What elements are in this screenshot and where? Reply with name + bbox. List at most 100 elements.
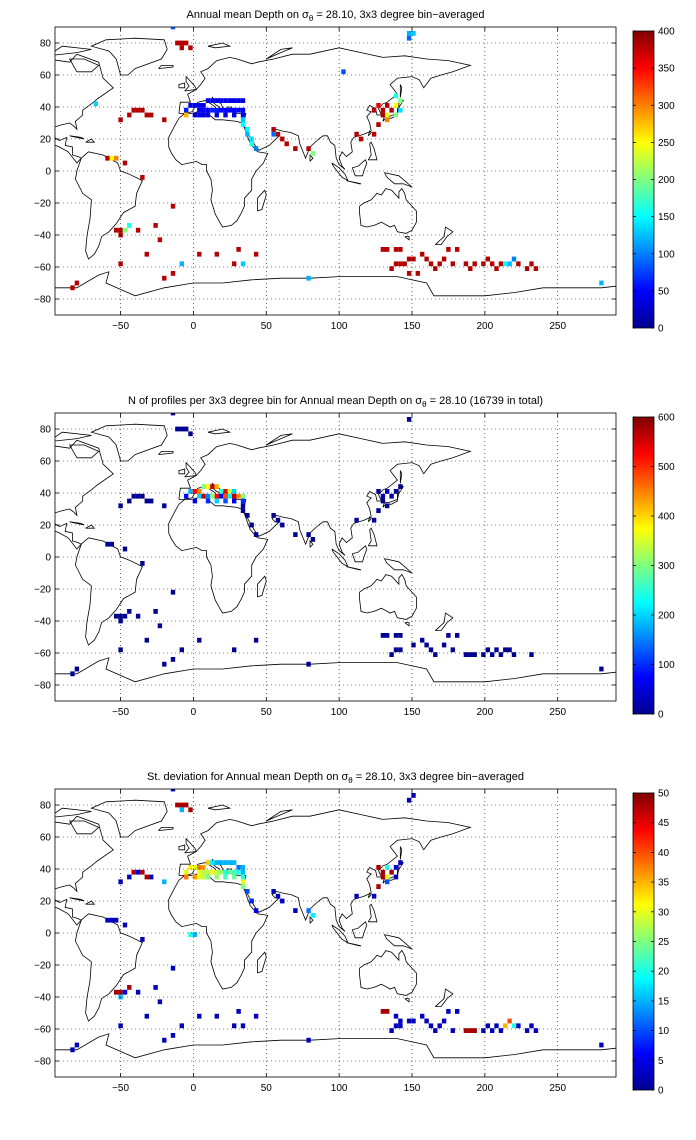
bin-cell	[245, 131, 250, 137]
colorbar-tick-label: 30	[658, 907, 670, 918]
bin-cell	[411, 793, 416, 798]
bin-cell	[385, 633, 390, 638]
bin-cell	[144, 112, 149, 118]
y-tick-label: 60	[40, 833, 52, 844]
bin-cell	[306, 532, 311, 537]
coastline	[55, 45, 92, 56]
coastline	[55, 431, 92, 442]
bin-cell	[411, 1018, 416, 1024]
bin-cell	[380, 107, 386, 113]
coastline	[55, 657, 616, 683]
colorbar	[632, 792, 655, 1091]
bin-cell	[227, 860, 233, 865]
colorbar-tick-label: 50	[658, 789, 670, 800]
coastline	[68, 58, 100, 73]
bin-cell	[284, 141, 289, 147]
bin-cell	[240, 261, 246, 267]
bin-cell	[245, 513, 250, 518]
bin-cell	[149, 112, 154, 118]
coastline	[90, 37, 168, 76]
bin-cell	[144, 1013, 149, 1019]
bin-cell	[245, 889, 250, 894]
bin-cell	[253, 146, 259, 151]
bin-cell	[485, 647, 490, 653]
panel-title: N of profiles per 3x3 degree bin for Ann…	[128, 395, 543, 409]
colorbar-tick-label: 400	[658, 512, 675, 523]
bin-cell	[170, 271, 176, 276]
bin-cell	[424, 642, 429, 648]
bin-cell	[498, 261, 504, 267]
bin-cell	[385, 865, 390, 870]
bin-cell	[114, 989, 119, 995]
bin-cell	[197, 489, 202, 494]
bin-cell	[201, 865, 206, 870]
coastline	[257, 951, 267, 974]
bin-cell	[389, 652, 394, 657]
x-tick-label: 100	[331, 707, 348, 718]
bin-cell	[197, 112, 202, 118]
map-panel-2: N of profiles per 3x3 degree bin for Ann…	[34, 395, 675, 721]
bin-cell	[179, 45, 184, 51]
bin-cell	[275, 517, 281, 523]
bin-cell	[205, 493, 211, 499]
x-tick-label: −50	[112, 1083, 129, 1094]
x-tick-label: 0	[191, 707, 197, 718]
bin-cell	[503, 1023, 508, 1029]
bin-cell	[433, 652, 438, 657]
colorbar-tick-label: 10	[658, 1026, 670, 1037]
bin-cell	[197, 493, 202, 499]
bin-cell	[175, 40, 180, 46]
bin-cell	[393, 261, 399, 267]
bin-cell	[118, 227, 123, 233]
bin-cell	[205, 112, 211, 118]
bin-cell	[170, 789, 176, 792]
bin-cell	[433, 266, 438, 271]
bin-cell	[122, 613, 128, 619]
bin-cell	[122, 227, 128, 233]
coastline	[207, 428, 232, 435]
y-tick-label: −60	[34, 1025, 51, 1036]
y-tick-label: −20	[34, 961, 51, 972]
bin-cell	[197, 869, 202, 875]
bin-cell	[240, 498, 246, 504]
bin-cell	[223, 869, 228, 875]
bin-cell	[144, 874, 149, 880]
bin-cell	[455, 247, 460, 252]
bin-cell	[271, 513, 276, 518]
bin-cell	[599, 280, 604, 286]
coastline	[55, 271, 616, 297]
bin-cell	[149, 874, 154, 880]
bin-cell	[271, 131, 276, 137]
bin-cell	[135, 613, 141, 619]
y-tick-label: 20	[40, 897, 52, 908]
coastline	[158, 827, 174, 831]
bin-cell	[481, 1028, 486, 1033]
bin-cell	[420, 251, 425, 257]
y-tick-label: 80	[40, 425, 52, 436]
y-tick-label: −60	[34, 263, 51, 274]
bin-cell	[227, 107, 233, 113]
bin-cell	[463, 261, 469, 267]
bin-cell	[498, 1028, 504, 1033]
coastline	[367, 516, 372, 523]
bin-cell	[376, 122, 381, 127]
bin-cell	[236, 107, 241, 113]
bin-cell	[197, 874, 202, 880]
bin-cell	[184, 802, 189, 808]
bin-cell	[170, 1033, 176, 1038]
x-tick-label: 200	[477, 707, 494, 718]
bin-cell	[240, 107, 246, 113]
colorbar-tick-label: 300	[658, 101, 675, 112]
colorbar-tick-label: 150	[658, 212, 675, 223]
bin-cell	[184, 869, 189, 875]
bin-cell	[214, 493, 219, 499]
bin-cell	[306, 1037, 311, 1043]
bin-cell	[144, 498, 149, 504]
bin-cell	[529, 1023, 534, 1029]
bin-cell	[275, 893, 281, 899]
coastline	[158, 65, 174, 69]
x-tick-label: −50	[112, 707, 129, 718]
colorbar-tick-label: 350	[658, 64, 675, 75]
bin-cell	[599, 1042, 604, 1048]
coastline	[383, 934, 413, 950]
